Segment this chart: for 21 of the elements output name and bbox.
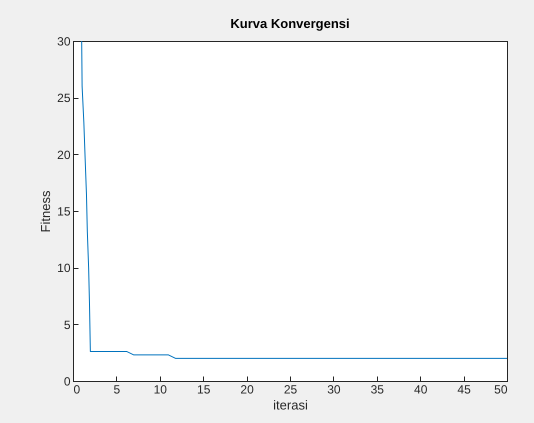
y-tick-label: 20 bbox=[57, 148, 71, 162]
y-axis-title: Fitness bbox=[38, 190, 54, 232]
x-tick-label: 5 bbox=[114, 382, 121, 396]
y-tick-label: 25 bbox=[57, 91, 71, 106]
chart-title: Kurva Konvergensi bbox=[230, 16, 350, 31]
x-tick-label: 45 bbox=[457, 382, 472, 396]
x-tick-label: 15 bbox=[197, 382, 211, 396]
y-tick-label: 10 bbox=[57, 261, 71, 276]
x-tick-label: 30 bbox=[327, 382, 341, 396]
line-series bbox=[81, 41, 507, 359]
x-tick-label: 35 bbox=[370, 382, 384, 396]
x-axis-title: iterasi bbox=[273, 398, 308, 412]
y-tick-label: 30 bbox=[57, 34, 71, 48]
x-tick-label: 25 bbox=[284, 382, 298, 396]
x-tick-label: 20 bbox=[240, 382, 254, 396]
x-tick-label: 50 bbox=[494, 382, 508, 396]
y-tick-label: 5 bbox=[64, 318, 71, 332]
x-tick-label: 0 bbox=[74, 382, 80, 396]
x-tick-label: 10 bbox=[154, 382, 168, 396]
x-tick-label: 40 bbox=[414, 382, 428, 396]
y-tick-label: 15 bbox=[57, 204, 71, 218]
